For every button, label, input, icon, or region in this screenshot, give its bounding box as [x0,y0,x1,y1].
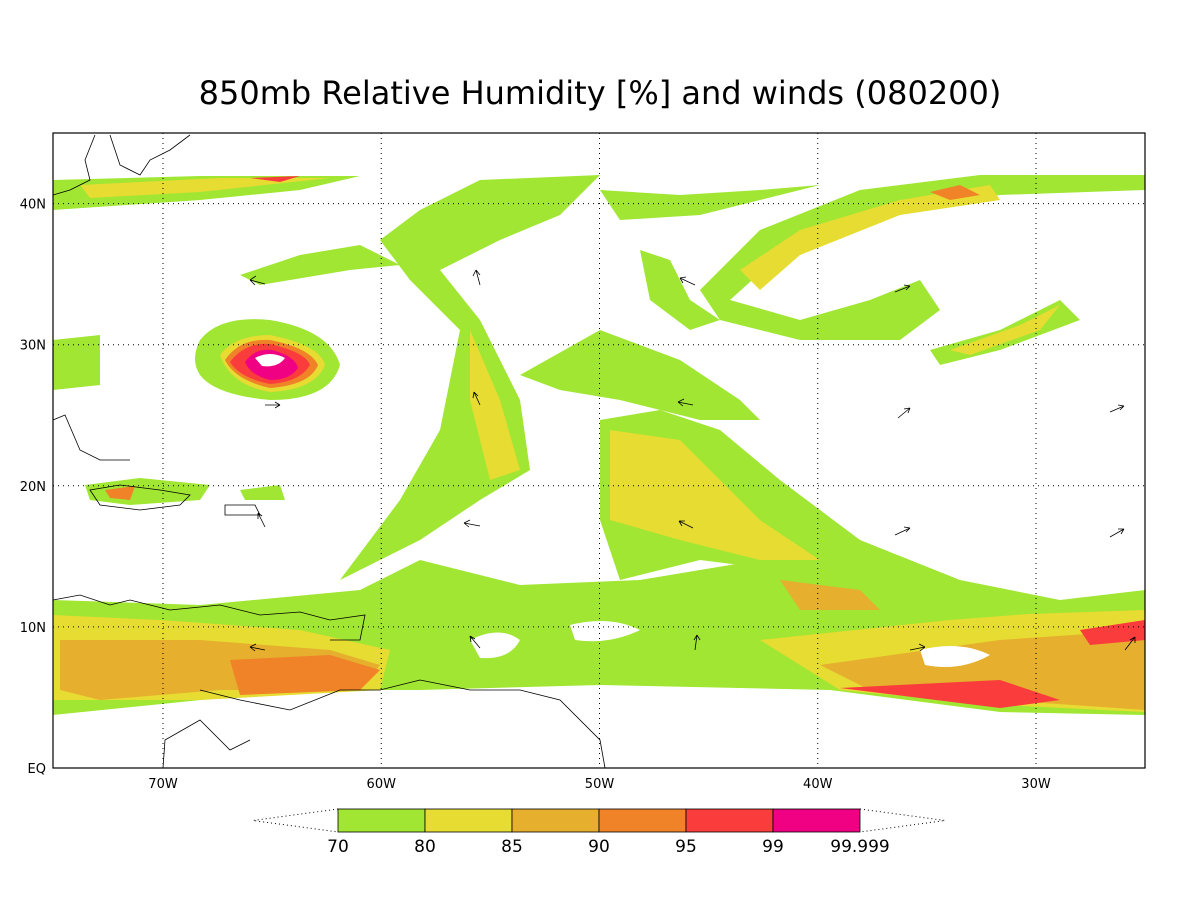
humidity-field [53,175,1145,715]
colorbar-swatch [424,808,513,833]
humidity-contour [950,305,1060,355]
humidity-contour [105,486,135,500]
colorbar-swatch [511,808,600,833]
humidity-contour [520,330,760,420]
humidity-contour [240,245,400,285]
graticule [53,133,1145,768]
colorbar: 70 80 85 90 95 99 99.999 [252,808,946,857]
humidity-contour [1080,620,1145,645]
humidity-contour [85,478,210,505]
wind-arrows [249,269,1136,652]
map-frame [52,132,1146,769]
lon-label: 70W [148,777,178,792]
lon-label: 40W [803,777,833,792]
map-title: 850mb Relative Humidity [%] and winds (0… [199,74,1002,112]
colorbar-swatch [598,808,687,833]
lon-label: 50W [585,777,615,792]
colorbar-label: 90 [588,837,610,857]
humidity-contour [53,335,100,390]
humidity-contour [640,250,720,330]
humidity-contour [80,178,330,198]
humidity-contour [230,655,380,695]
humidity-contour [470,330,520,480]
colorbar-swatch [337,808,426,833]
humidity-contour [250,176,300,182]
colorbar-label: 85 [501,837,523,857]
colorbar-swatch [772,808,861,833]
coastlines [52,134,606,769]
colorbar-label: 70 [327,837,349,857]
colorbar-label: 95 [675,837,697,857]
humidity-contour [600,410,1145,615]
lat-label: 20N [20,480,46,495]
lat-label: EQ [28,762,46,777]
colorbar-label: 99 [762,837,784,857]
lat-label: 30N [20,339,46,354]
humidity-contour [840,680,1060,708]
colorbar-high-extension [859,808,946,833]
humidity-contour [240,485,285,500]
humidity-contour [700,175,1145,340]
lon-label: 30W [1021,777,1051,792]
colorbar-low-extension [252,808,339,833]
lat-label: 10N [20,621,46,636]
lat-label: 40N [20,198,46,213]
humidity-contour [600,185,820,220]
axis-labels: 70W 60W 50W 40W 30W EQ 10N 20N 30N 40N [20,198,1051,792]
colorbar-swatch [685,808,774,833]
humidity-contour [930,185,980,200]
colorbar-label: 80 [414,837,436,857]
humidity-contour [780,580,880,610]
colorbar-label: 99.999 [830,837,889,857]
humidity-contour [610,430,820,560]
lon-label: 60W [367,777,397,792]
